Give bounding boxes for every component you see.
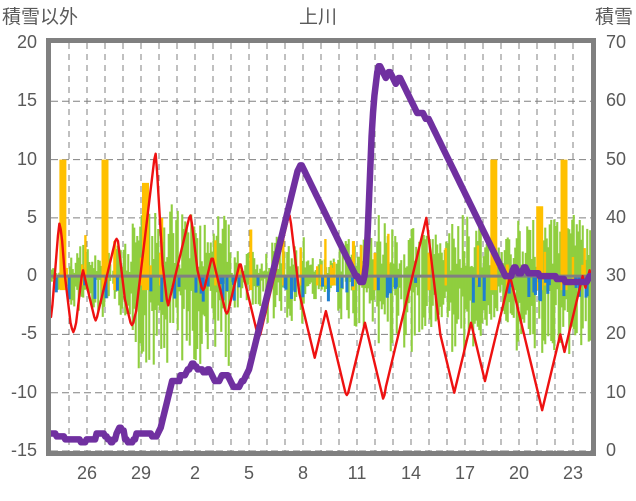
y-right-tick-label: 30 [606,265,627,286]
snow-depth-line [51,63,591,446]
y-left-tick-label: 20 [16,32,37,52]
y-right-tick-label: 40 [606,206,627,227]
y-axis-right: 70 60 50 40 30 20 10 0 [601,0,636,501]
right-axis-unit-label: 積雪 [594,7,633,28]
y-right-tick-label: 60 [606,90,627,111]
y-left-tick-label: -15 [10,440,37,460]
y-right-tick-label: 20 [606,323,627,344]
plot-area [51,43,591,451]
x-axis-tick-label: 17 [455,463,476,483]
left-axis-unit-label: 積雪以外 [2,7,79,28]
x-axis-tick-label: 2 [190,463,201,483]
y-left-tick-label: -10 [10,381,37,402]
x-axis-tick-label: 29 [131,463,152,483]
chart-canvas [51,43,591,451]
x-axis-tick-label: 20 [509,463,530,483]
y-left-tick-label: 5 [26,206,37,227]
x-axis-tick-label: 26 [77,463,98,483]
y-left-tick-label: 0 [26,265,37,286]
y-left-tick-label: -5 [20,323,37,344]
x-axis-tick-label: 5 [244,463,255,483]
y-right-tick-label: 0 [606,440,617,460]
y-right-tick-label: 70 [606,32,627,52]
x-axis-tick-label: 23 [563,463,584,483]
y-right-tick-label: 10 [606,381,627,402]
x-axis-tick-label: 8 [298,463,309,483]
y-left-tick-label: 10 [16,148,37,169]
temperature-line [51,152,591,412]
chart-title: 上川 [298,7,337,28]
x-axis-tick-label: 11 [347,463,367,483]
x-axis-tick-label: 14 [401,463,422,483]
y-axis-left: 20 15 10 5 0 -5 -10 -15 [0,0,41,501]
y-right-tick-label: 50 [606,148,627,169]
y-left-tick-label: 15 [16,90,37,111]
